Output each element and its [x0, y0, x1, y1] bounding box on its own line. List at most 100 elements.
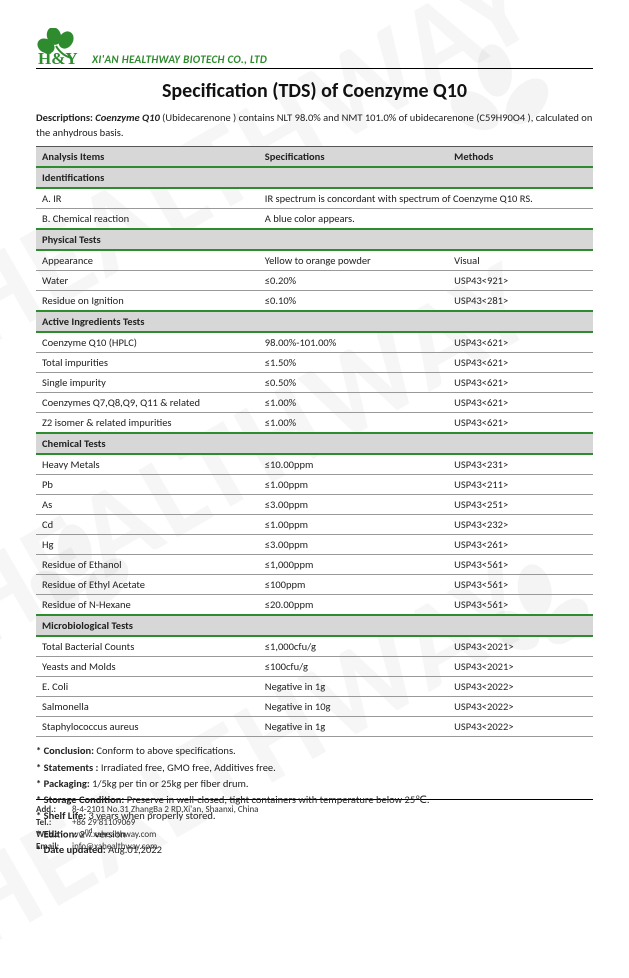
cell-spec: ≤3.00ppm: [259, 535, 448, 555]
cell-spec: A blue color appears.: [259, 209, 448, 230]
cell-method: USP43<211>: [448, 475, 593, 495]
cell-item: Residue of Ethanol: [36, 555, 259, 575]
cell-method: USP43<621>: [448, 353, 593, 373]
cell-item: Salmonella: [36, 697, 259, 717]
cell-spec: Negative in 10g: [259, 697, 448, 717]
cell-method: USP43<281>: [448, 291, 593, 312]
table-row: Yeasts and Molds≤100cfu/gUSP43<2021>: [36, 657, 593, 677]
cell-item: Staphylococcus aureus: [36, 717, 259, 737]
cell-spec: ≤100ppm: [259, 575, 448, 595]
cell-method: USP43<232>: [448, 515, 593, 535]
cell-item: Residue of Ethyl Acetate: [36, 575, 259, 595]
cell-item: Z2 isomer & related impurities: [36, 413, 259, 434]
cell-item: E. Coli: [36, 677, 259, 697]
cell-method: USP43<2021>: [448, 636, 593, 657]
cell-spec: ≤0.20%: [259, 271, 448, 291]
cell-method: USP43<251>: [448, 495, 593, 515]
cell-item: Single impurity: [36, 373, 259, 393]
cell-method: USP43<2022>: [448, 697, 593, 717]
cell-item: Coenzymes Q7,Q8,Q9, Q11 & related: [36, 393, 259, 413]
notes-block: * Conclusion: Conform to above specifica…: [36, 743, 593, 858]
cell-item: Appearance: [36, 250, 259, 271]
cell-item: A. IR: [36, 188, 259, 209]
cell-method: USP43<561>: [448, 555, 593, 575]
table-row: Pb≤1.00ppmUSP43<211>: [36, 475, 593, 495]
cell-spec: ≤20.00ppm: [259, 595, 448, 616]
page-title: Specification (TDS) of Coenzyme Q10: [36, 79, 593, 103]
table-row: As≤3.00ppmUSP43<251>: [36, 495, 593, 515]
cell-item: Yeasts and Molds: [36, 657, 259, 677]
cell-spec: Negative in 1g: [259, 677, 448, 697]
cell-spec: ≤1.00ppm: [259, 475, 448, 495]
cell-item: Pb: [36, 475, 259, 495]
table-row: Residue of N-Hexane≤20.00ppmUSP43<561>: [36, 595, 593, 616]
cell-spec: 98.00%-101.00%: [259, 332, 448, 353]
cell-spec: ≤1,000ppm: [259, 555, 448, 575]
table-row: Staphylococcus aureusNegative in 1gUSP43…: [36, 717, 593, 737]
cell-spec: ≤1.00%: [259, 413, 448, 434]
table-row: AppearanceYellow to orange powderVisual: [36, 250, 593, 271]
cell-spec: ≤3.00ppm: [259, 495, 448, 515]
table-row: Cd≤1.00ppmUSP43<232>: [36, 515, 593, 535]
cell-method: USP43<261>: [448, 535, 593, 555]
cell-item: Coenzyme Q10 (HPLC): [36, 332, 259, 353]
table-row: Coenzymes Q7,Q8,Q9, Q11 & related≤1.00%U…: [36, 393, 593, 413]
table-row: Heavy Metals≤10.00ppmUSP43<231>: [36, 454, 593, 475]
cell-method: USP43<621>: [448, 413, 593, 434]
cell-method: USP43<621>: [448, 393, 593, 413]
table-row: Coenzyme Q10 (HPLC)98.00%-101.00%USP43<6…: [36, 332, 593, 353]
description-label: Descriptions:: [36, 111, 93, 124]
section-header: Physical Tests: [36, 229, 593, 250]
company-logo: H&Y: [36, 28, 82, 66]
table-row: E. ColiNegative in 1gUSP43<2022>: [36, 677, 593, 697]
cell-spec: IR spectrum is concordant with spectrum …: [259, 188, 593, 209]
cell-item: Residue of N-Hexane: [36, 595, 259, 616]
note-line: * Statements : Irradiated free, GMO free…: [36, 760, 593, 776]
table-row: A. IRIR spectrum is concordant with spec…: [36, 188, 593, 209]
table-row: Single impurity≤0.50%USP43<621>: [36, 373, 593, 393]
cell-spec: Yellow to orange powder: [259, 250, 448, 271]
section-header: Microbiological Tests: [36, 615, 593, 636]
table-row: Residue of Ethanol≤1,000ppmUSP43<561>: [36, 555, 593, 575]
cell-spec: ≤1.00%: [259, 393, 448, 413]
col-header-spec: Specifications: [259, 147, 448, 168]
cell-spec: ≤0.50%: [259, 373, 448, 393]
cell-spec: Negative in 1g: [259, 717, 448, 737]
cell-spec: ≤0.10%: [259, 291, 448, 312]
cell-method: Visual: [448, 250, 593, 271]
cell-item: Total Bacterial Counts: [36, 636, 259, 657]
description: Descriptions: Coenzyme Q10 (Ubidecarenon…: [36, 111, 593, 140]
clover-icon: H&Y: [36, 28, 82, 66]
section-header: Active Ingredients Tests: [36, 311, 593, 332]
table-row: Total impurities≤1.50%USP43<621>: [36, 353, 593, 373]
cell-method: USP43<921>: [448, 271, 593, 291]
table-row: Residue of Ethyl Acetate≤100ppmUSP43<561…: [36, 575, 593, 595]
section-header: Chemical Tests: [36, 433, 593, 454]
header: H&Y XI'AN HEALTHWAY BIOTECH CO., LTD: [36, 28, 593, 69]
note-line: * Date updated: Aug.01,2022: [36, 842, 593, 858]
cell-item: Residue on Ignition: [36, 291, 259, 312]
table-row: SalmonellaNegative in 10gUSP43<2022>: [36, 697, 593, 717]
cell-item: Heavy Metals: [36, 454, 259, 475]
note-line: * Conclusion: Conform to above specifica…: [36, 743, 593, 759]
note-line: * Storage Condition: Preserve in well-cl…: [36, 792, 593, 808]
note-line: * Packaging: 1/5kg per tin or 25kg per f…: [36, 776, 593, 792]
company-name: XI'AN HEALTHWAY BIOTECH CO., LTD: [92, 53, 267, 66]
page-content: H&Y XI'AN HEALTHWAY BIOTECH CO., LTD Spe…: [0, 0, 629, 879]
cell-method: USP43<231>: [448, 454, 593, 475]
cell-method: USP43<621>: [448, 373, 593, 393]
cell-item: Total impurities: [36, 353, 259, 373]
section-header: Identifications: [36, 167, 593, 188]
cell-spec: ≤1.50%: [259, 353, 448, 373]
col-header-method: Methods: [448, 147, 593, 168]
cell-spec: ≤10.00ppm: [259, 454, 448, 475]
cell-method: USP43<2022>: [448, 677, 593, 697]
table-row: Total Bacterial Counts≤1,000cfu/gUSP43<2…: [36, 636, 593, 657]
cell-item: B. Chemical reaction: [36, 209, 259, 230]
cell-item: Hg: [36, 535, 259, 555]
cell-item: Cd: [36, 515, 259, 535]
cell-spec: ≤100cfu/g: [259, 657, 448, 677]
cell-item: As: [36, 495, 259, 515]
table-row: Residue on Ignition≤0.10%USP43<281>: [36, 291, 593, 312]
specification-table: Analysis Items Specifications Methods Id…: [36, 146, 593, 737]
